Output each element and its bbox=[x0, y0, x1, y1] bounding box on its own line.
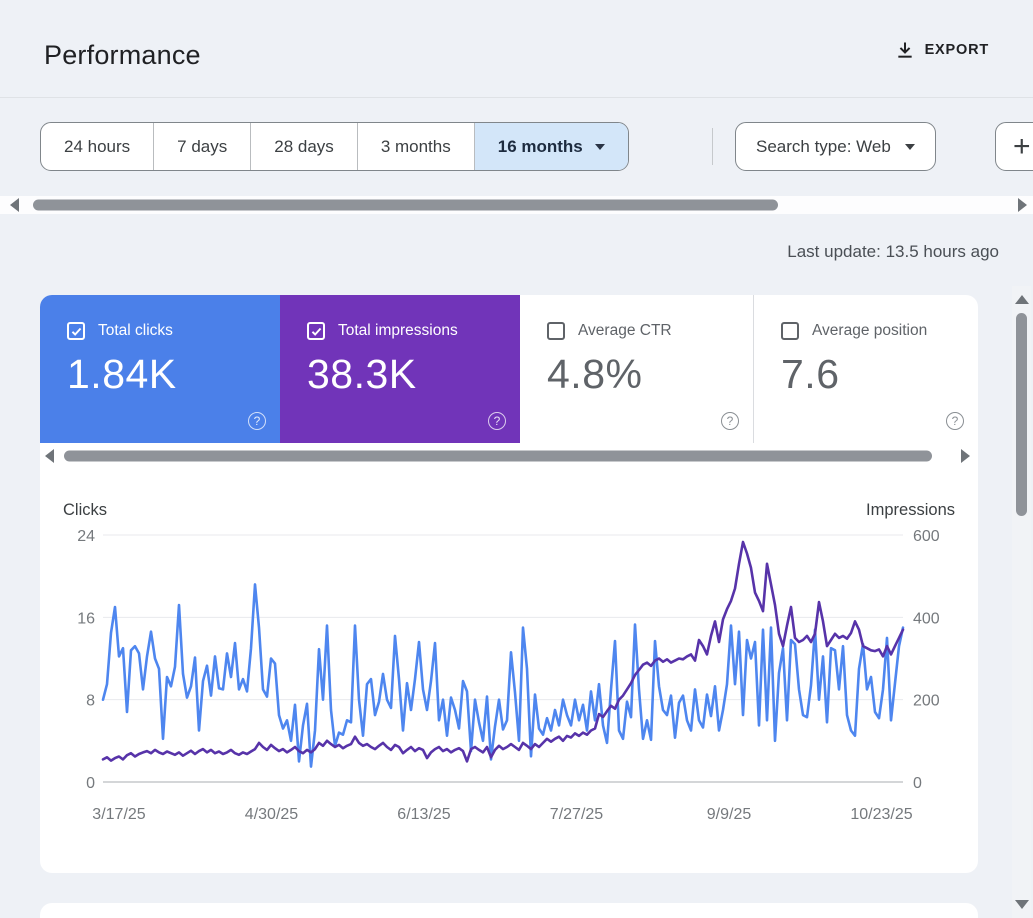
search-type-chip[interactable]: Search type: Web bbox=[735, 122, 936, 171]
checkbox-unchecked-icon[interactable] bbox=[781, 322, 799, 340]
export-button[interactable]: EXPORT bbox=[895, 40, 989, 60]
svg-text:9/9/25: 9/9/25 bbox=[707, 806, 752, 823]
download-icon bbox=[895, 40, 915, 60]
total-impressions-card[interactable]: Total impressions 38.3K ? bbox=[280, 295, 520, 443]
scroll-left-arrow[interactable] bbox=[10, 198, 19, 212]
next-section-panel bbox=[40, 903, 978, 918]
metric-label: Total impressions bbox=[338, 322, 458, 339]
help-icon[interactable]: ? bbox=[488, 412, 506, 430]
svg-text:Impressions: Impressions bbox=[866, 501, 955, 519]
metric-label: Average position bbox=[812, 322, 928, 339]
total-clicks-card[interactable]: Total clicks 1.84K ? bbox=[40, 295, 280, 443]
average-ctr-card[interactable]: Average CTR 4.8% ? bbox=[520, 295, 753, 443]
svg-text:3/17/25: 3/17/25 bbox=[92, 806, 145, 823]
scroll-down-arrow[interactable] bbox=[1014, 900, 1029, 909]
page-title: Performance bbox=[44, 40, 201, 70]
last-update-text: Last update: 13.5 hours ago bbox=[787, 242, 999, 261]
scroll-right-arrow[interactable] bbox=[1018, 198, 1027, 212]
svg-text:0: 0 bbox=[913, 775, 922, 792]
metric-label: Average CTR bbox=[578, 322, 672, 339]
date-range-28-days[interactable]: 28 days bbox=[250, 123, 357, 170]
svg-text:4/30/25: 4/30/25 bbox=[245, 806, 298, 823]
metric-value: 4.8% bbox=[547, 351, 643, 397]
date-range-24-hours[interactable]: 24 hours bbox=[64, 136, 131, 156]
metric-value: 1.84K bbox=[67, 351, 177, 397]
metrics-panel: Total clicks 1.84K ? Total impressions 3… bbox=[40, 295, 978, 873]
date-range-16-months[interactable]: 16 months bbox=[473, 123, 628, 170]
checkbox-checked-icon[interactable] bbox=[67, 322, 85, 340]
help-icon[interactable]: ? bbox=[946, 412, 964, 430]
svg-text:10/23/25: 10/23/25 bbox=[850, 806, 912, 823]
performance-line-chart: Clicks Impressions 24 600 16 400 8 200 0 0 3/17/25… bbox=[63, 501, 955, 823]
svg-text:600: 600 bbox=[913, 528, 940, 545]
scrollbar-thumb[interactable] bbox=[33, 199, 778, 211]
add-filter-chip[interactable]: + bbox=[995, 122, 1033, 171]
svg-text:24: 24 bbox=[77, 528, 95, 545]
export-button-label: EXPORT bbox=[924, 42, 989, 58]
help-icon[interactable]: ? bbox=[248, 412, 266, 430]
filter-scrollbar bbox=[0, 196, 1033, 214]
average-position-card[interactable]: Average position 7.6 ? bbox=[753, 295, 978, 443]
chevron-down-icon bbox=[594, 143, 605, 150]
scrollbar-thumb[interactable] bbox=[64, 450, 932, 462]
page-scrollbar bbox=[1012, 286, 1031, 918]
scroll-up-arrow[interactable] bbox=[1014, 295, 1029, 304]
svg-text:Clicks: Clicks bbox=[63, 501, 107, 519]
date-range-7-days[interactable]: 7 days bbox=[153, 123, 250, 170]
checkbox-unchecked-icon[interactable] bbox=[547, 322, 565, 340]
metric-value: 38.3K bbox=[307, 351, 417, 397]
svg-text:8: 8 bbox=[86, 693, 95, 710]
page-header: Performance EXPORT bbox=[0, 0, 1033, 98]
svg-text:400: 400 bbox=[913, 610, 940, 627]
scroll-right-arrow[interactable] bbox=[961, 449, 970, 463]
svg-text:7/27/25: 7/27/25 bbox=[550, 806, 603, 823]
metric-label: Total clicks bbox=[98, 322, 173, 339]
metric-cards-row: Total clicks 1.84K ? Total impressions 3… bbox=[40, 295, 978, 443]
svg-text:6/13/25: 6/13/25 bbox=[397, 806, 450, 823]
svg-text:16: 16 bbox=[77, 610, 95, 627]
metric-value: 7.6 bbox=[781, 351, 840, 397]
chevron-down-icon bbox=[904, 143, 915, 150]
help-icon[interactable]: ? bbox=[721, 412, 739, 430]
date-range-3-months[interactable]: 3 months bbox=[356, 123, 474, 170]
date-range-chip-group: 24 hours 7 days 28 days 3 months 16 mont… bbox=[40, 122, 629, 171]
filter-divider bbox=[712, 128, 713, 165]
checkbox-checked-icon[interactable] bbox=[307, 322, 325, 340]
scrollbar-thumb[interactable] bbox=[1016, 313, 1027, 516]
chart-scrollbar bbox=[40, 448, 978, 464]
plus-icon: + bbox=[1013, 129, 1031, 163]
svg-text:0: 0 bbox=[86, 775, 95, 792]
svg-text:200: 200 bbox=[913, 693, 940, 710]
scroll-left-arrow[interactable] bbox=[45, 449, 54, 463]
